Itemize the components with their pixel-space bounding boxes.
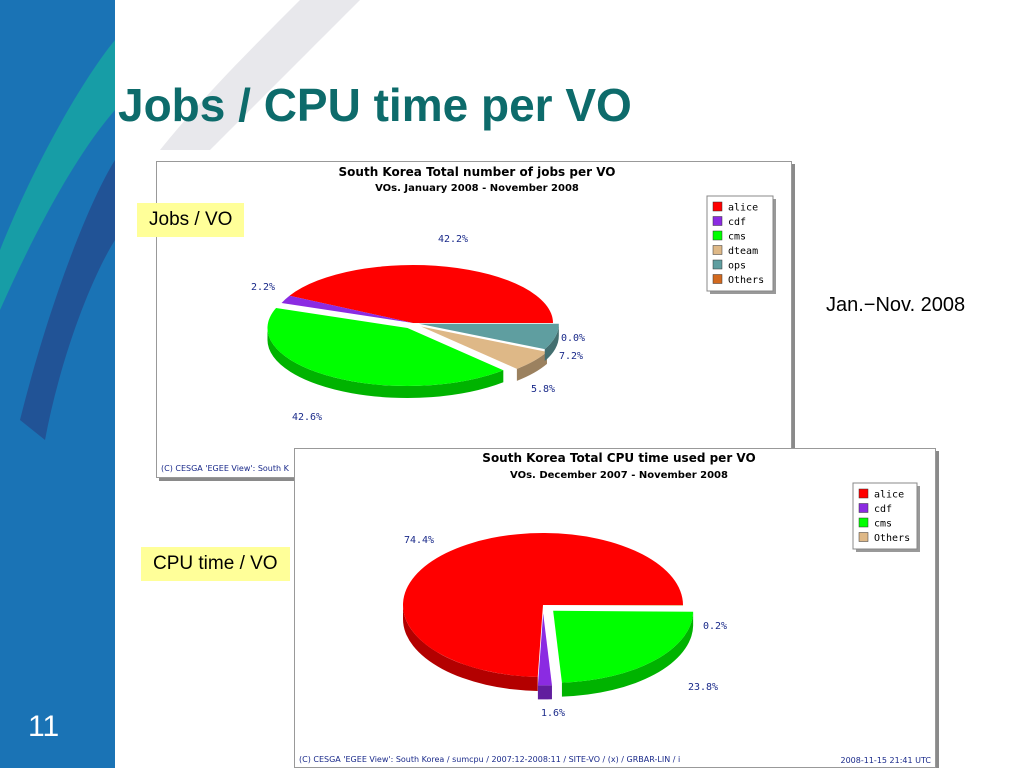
legend-swatch-cdf xyxy=(858,503,869,513)
legend-label-cms: cms xyxy=(728,232,746,243)
pie-slice-cms xyxy=(267,308,504,399)
legend-swatch-dteam xyxy=(712,245,723,255)
legend-label-alice: alice xyxy=(874,490,904,501)
legend-swatch-ops xyxy=(712,259,723,270)
legend-label-others: Others xyxy=(874,533,910,544)
legend-label-others: Others xyxy=(728,275,764,286)
pct-label-cms: 42.6% xyxy=(292,412,322,423)
jobs-chart-subtitle: VOs. January 2008 - November 2008 xyxy=(375,183,579,194)
pct-label-cms: 23.8% xyxy=(688,682,718,693)
legend-swatch-cms xyxy=(712,230,723,241)
pie-slice-cdf xyxy=(281,295,413,323)
pct-label-dteam: 5.8% xyxy=(531,384,555,395)
date-range-label: Jan.−Nov. 2008 xyxy=(826,294,966,316)
pie-slice-ops xyxy=(418,323,559,362)
legend-label-ops: ops xyxy=(728,261,746,272)
pct-label-alice: 42.2% xyxy=(438,234,468,245)
jobs-chart-title: South Korea Total number of jobs per VO xyxy=(339,165,616,179)
jobs-pie-svg: South Korea Total number of jobs per VO … xyxy=(161,165,776,473)
legend-swatch-alice xyxy=(712,201,723,212)
cpu-pie-chart: South Korea Total CPU time used per VO V… xyxy=(294,448,936,768)
chart-legend: alice cdf cms dteam ops Others xyxy=(706,195,776,294)
pie-slices xyxy=(403,533,694,700)
legend-swatch-others xyxy=(858,532,869,542)
cpu-chart-title: South Korea Total CPU time used per VO xyxy=(482,451,755,465)
background-swoosh xyxy=(160,0,360,150)
left-decorative-bar: 11 xyxy=(0,0,115,768)
pct-label-others: 0.0% xyxy=(561,333,585,344)
pie-slice-alice xyxy=(289,265,553,323)
pie-slice-cdf xyxy=(537,613,552,700)
pct-label-others: 0.2% xyxy=(703,621,727,632)
jobs-chart-footer: (C) CESGA 'EGEE View': South K xyxy=(161,464,290,473)
cpu-chart-footer: (C) CESGA 'EGEE View': South Korea / sum… xyxy=(299,755,680,764)
legend-label-dteam: dteam xyxy=(728,246,758,257)
pct-label-cdf: 2.2% xyxy=(251,282,275,293)
legend-label-cdf: cdf xyxy=(728,217,746,228)
cpu-pie-svg: South Korea Total CPU time used per VO V… xyxy=(299,451,932,765)
pct-label-ops: 7.2% xyxy=(559,351,583,362)
legend-swatch-cdf xyxy=(712,216,723,226)
swoosh-decoration xyxy=(0,40,115,440)
legend-label-alice: alice xyxy=(728,203,758,214)
legend-swatch-others xyxy=(712,274,723,284)
legend-swatch-alice xyxy=(858,488,869,499)
pie-slice-alice xyxy=(403,533,683,691)
jobs-per-vo-label: Jobs / VO xyxy=(137,203,245,237)
pct-label-alice: 74.4% xyxy=(404,535,434,546)
pie-slice-dteam xyxy=(421,326,547,381)
jobs-pie-chart: South Korea Total number of jobs per VO … xyxy=(156,161,792,478)
pie-slice-cms xyxy=(553,610,694,697)
legend-swatch-cms xyxy=(858,517,869,528)
pie-slice-others xyxy=(543,605,683,620)
slide-title: Jobs / CPU time per VO xyxy=(118,79,632,131)
cpu-chart-timestamp: 2008-11-15 21:41 UTC xyxy=(841,756,932,765)
legend-label-cms: cms xyxy=(874,519,892,530)
pct-label-cdf: 1.6% xyxy=(541,708,565,719)
legend-label-cdf: cdf xyxy=(874,504,892,515)
cpu-time-per-vo-label: CPU time / VO xyxy=(141,547,290,581)
page-number: 11 xyxy=(28,710,60,743)
pie-slices xyxy=(267,265,559,399)
chart-legend: alice cdf cms Others xyxy=(852,482,920,552)
cpu-chart-subtitle: VOs. December 2007 - November 2008 xyxy=(510,470,728,481)
